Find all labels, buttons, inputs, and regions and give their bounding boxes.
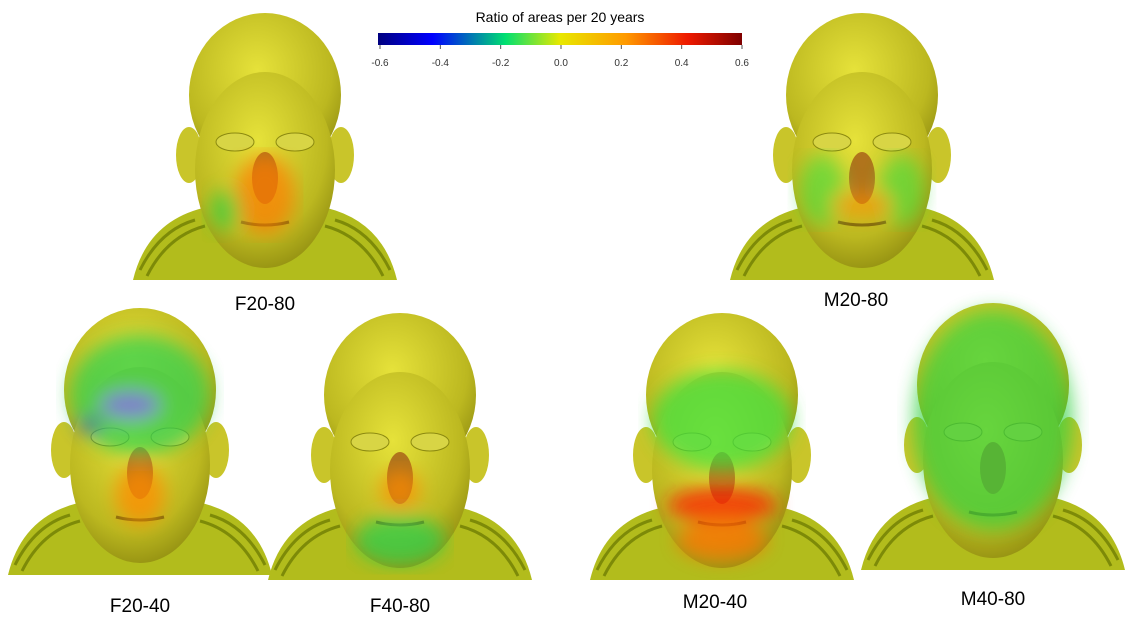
- panel-label: F20-40: [110, 596, 170, 617]
- face-panel: [861, 303, 1125, 570]
- panel-label: F40-80: [370, 596, 430, 617]
- face-panel: [730, 13, 994, 280]
- face-panel: [590, 313, 854, 580]
- face-panel: [8, 308, 272, 575]
- tick-label: -0.2: [492, 58, 510, 69]
- colorbar-scale: [378, 33, 742, 45]
- colorbar-title: Ratio of areas per 20 years: [476, 9, 645, 25]
- tick-label: -0.6: [371, 58, 389, 69]
- face-panel: [268, 313, 532, 580]
- tick-label: 0.4: [675, 58, 689, 69]
- panel-label: M20-80: [824, 290, 888, 311]
- tick-label: 0.0: [554, 58, 568, 69]
- tick-label: 0.2: [614, 58, 628, 69]
- tick-label: -0.4: [432, 58, 450, 69]
- colorbar: Ratio of areas per 20 years -0.6 -0.4 -0.2…: [371, 9, 749, 69]
- face-panel: [133, 13, 397, 280]
- figure: Ratio of areas per 20 years -0.6 -0.4 -0.2…: [0, 0, 1138, 619]
- panel-label: F20-80: [235, 294, 295, 315]
- panel-label: M20-40: [683, 592, 747, 613]
- tick-label: 0.6: [735, 58, 749, 69]
- panel-label: M40-80: [961, 589, 1025, 610]
